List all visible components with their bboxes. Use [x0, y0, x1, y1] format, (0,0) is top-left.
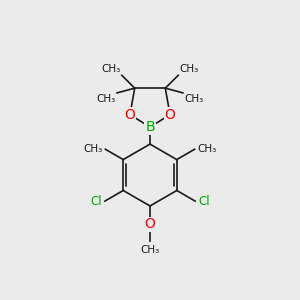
- Text: CH₃: CH₃: [180, 64, 199, 74]
- Text: B: B: [145, 120, 155, 134]
- Text: CH₃: CH₃: [101, 64, 120, 74]
- Text: CH₃: CH₃: [184, 94, 204, 104]
- Text: CH₃: CH₃: [140, 245, 160, 255]
- Text: O: O: [165, 108, 176, 122]
- Text: CH₃: CH₃: [96, 94, 116, 104]
- Text: O: O: [124, 108, 135, 122]
- Text: Cl: Cl: [90, 195, 102, 208]
- Text: Cl: Cl: [198, 195, 210, 208]
- Text: O: O: [145, 217, 155, 231]
- Text: CH₃: CH₃: [83, 144, 102, 154]
- Text: CH₃: CH₃: [198, 144, 217, 154]
